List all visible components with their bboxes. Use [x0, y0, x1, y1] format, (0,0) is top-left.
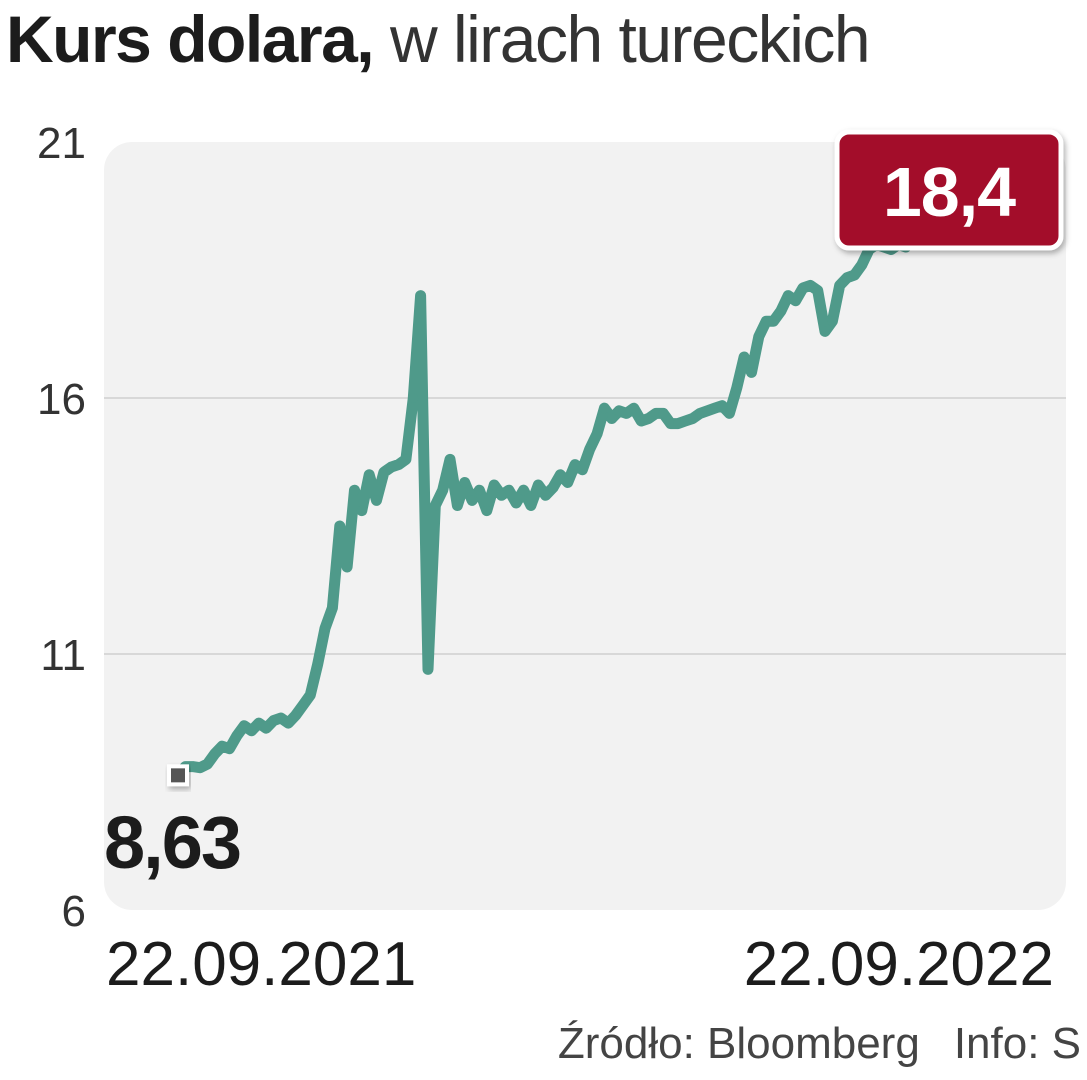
data-point [342, 562, 353, 572]
series-line [172, 221, 956, 781]
data-point [423, 664, 433, 675]
data-point [849, 270, 860, 281]
data-point [628, 403, 639, 414]
end-value-label: 18,4 [883, 153, 1016, 231]
data-point [540, 490, 551, 501]
data-point [364, 469, 375, 480]
data-point [621, 408, 632, 419]
x-tick-label: 22.09.2021 [106, 930, 416, 999]
data-point [445, 454, 455, 465]
data-point [761, 316, 772, 327]
line-chart: 21 16 11 6 22.09.2021 22.09.2022 8,63 18,4 [37, 119, 1066, 999]
data-point [570, 459, 580, 470]
data-point [650, 408, 661, 419]
data-point [305, 690, 316, 700]
data-point [548, 482, 558, 493]
data-point [658, 408, 669, 419]
data-point [805, 280, 816, 291]
data-point [253, 718, 264, 729]
data-point [261, 723, 272, 734]
data-point [378, 467, 389, 478]
data-point [246, 725, 257, 736]
data-point [275, 713, 286, 723]
data-point [290, 710, 301, 721]
y-tick-label: 11 [40, 631, 86, 680]
data-point [231, 730, 242, 741]
data-point [437, 485, 448, 496]
end-value-badge: 18,4 [834, 129, 1064, 251]
data-point [856, 259, 867, 270]
data-point [746, 367, 757, 378]
y-tick-label: 21 [37, 119, 86, 168]
data-point [783, 290, 794, 301]
data-point [820, 326, 830, 337]
data-point [768, 316, 779, 327]
data-point [481, 505, 492, 516]
data-point [599, 403, 610, 414]
data-point [400, 454, 411, 465]
start-marker [167, 764, 189, 787]
data-point [687, 413, 698, 424]
data-point [298, 700, 308, 711]
data-point [775, 306, 786, 316]
data-point [349, 485, 360, 496]
data-point [320, 623, 330, 634]
data-point [327, 602, 338, 613]
data-point [393, 459, 404, 470]
data-point [474, 485, 485, 496]
data-point [555, 469, 566, 480]
data-point [224, 743, 235, 754]
data-point [239, 720, 250, 731]
data-point [356, 505, 367, 516]
title-normal: w lirach tureckich [373, 2, 871, 76]
data-point [717, 400, 728, 411]
data-point [606, 413, 617, 424]
plot-background [104, 142, 1066, 910]
source-right: Info: S [953, 1019, 1081, 1068]
title-bold: Kurs dolara, [6, 2, 375, 76]
data-point [562, 477, 573, 488]
data-point [731, 382, 742, 393]
data-point [312, 659, 323, 670]
source-note: Źródło: Bloomberg Info: S [558, 1022, 1081, 1066]
data-point [452, 500, 463, 511]
data-point [415, 290, 426, 301]
data-point [753, 331, 764, 342]
data-point [533, 480, 544, 490]
data-point [503, 485, 514, 496]
source-left: Źródło: Bloomberg [557, 1019, 920, 1068]
data-point [334, 521, 345, 531]
start-value-label: 8,63 [104, 801, 240, 884]
data-point [525, 500, 536, 511]
data-point [283, 718, 294, 729]
data-point [187, 761, 198, 772]
data-point [812, 285, 823, 296]
data-point [827, 316, 838, 327]
data-point [724, 408, 735, 419]
data-point [584, 444, 595, 455]
data-point [577, 464, 588, 475]
data-point [209, 748, 220, 759]
data-point [202, 759, 213, 770]
chart-title: Kurs dolara, w lirach tureckich [6, 6, 871, 72]
data-point [459, 477, 470, 488]
data-point [371, 495, 382, 506]
data-point [511, 498, 522, 508]
data-point [592, 428, 603, 439]
data-point [467, 495, 478, 506]
x-tick-label: 22.09.2022 [744, 930, 1054, 999]
y-tick-label: 16 [37, 375, 86, 424]
data-point [790, 295, 801, 306]
data-point [489, 480, 500, 490]
y-tick-label: 6 [62, 887, 86, 936]
data-point [643, 413, 654, 424]
data-point [408, 393, 419, 403]
data-point [518, 485, 529, 496]
data-point [496, 490, 507, 501]
data-point [739, 352, 750, 362]
data-point [834, 280, 845, 291]
data-point [430, 500, 441, 511]
data-point [665, 418, 676, 429]
